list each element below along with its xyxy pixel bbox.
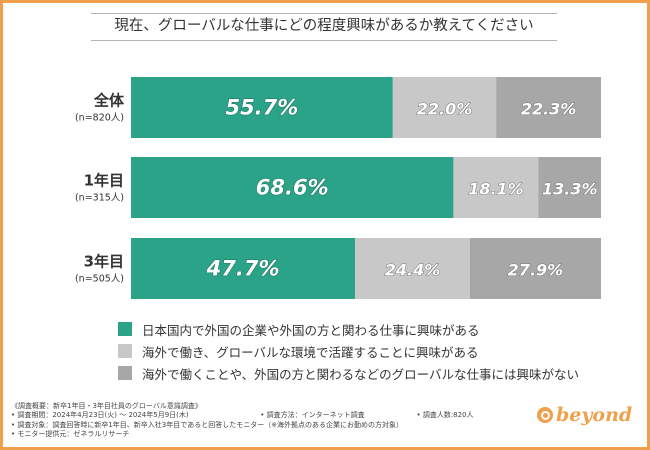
- bar-segment: [131, 157, 454, 218]
- note-count: • 調査人数:820人: [416, 411, 474, 420]
- bar-value-label: 22.0%: [417, 100, 473, 119]
- bar-segment: [355, 238, 470, 299]
- legend-label: 海外で働き、グローバルな環境で活躍することに興味がある: [142, 344, 479, 360]
- survey-notes: 《調査概要：新卒1年目・3年目社員のグローバル意識調査》 • 調査期間：2024…: [11, 402, 531, 439]
- category-n-label: (n=315人): [75, 193, 124, 204]
- bar-segment: [469, 238, 601, 299]
- bar-value-label: 22.3%: [521, 100, 577, 119]
- bar-segment: [131, 77, 393, 138]
- legend: 日本国内で外国の企業や外国の方と関わる仕事に興味がある 海外で働き、グローバルな…: [118, 318, 579, 384]
- title-rule-bottom: [91, 40, 557, 41]
- bar-segment: [131, 238, 356, 299]
- category-n-label: (n=820人): [75, 113, 124, 124]
- legend-label: 海外で働くことや、外国の方と関わるなどのグローバルな仕事には興味がない: [142, 366, 580, 382]
- legend-swatch: [118, 366, 132, 380]
- bar-segment: [496, 77, 601, 138]
- note-target: • 調査対象：調査回答時に新卒1年目、新卒入社3年目であると回答したモニター（※…: [11, 420, 404, 429]
- chart-title: 現在、グローバルな仕事にどの程度興味があるか教えてください: [114, 18, 534, 34]
- legend-item: 海外で働くことや、外国の方と関わるなどのグローバルな仕事には興味がない: [118, 362, 579, 384]
- bar-value-label: 27.9%: [508, 261, 564, 280]
- bar-segment: [538, 157, 601, 218]
- legend-swatch: [118, 322, 132, 336]
- bar-segment: [453, 157, 539, 218]
- bar-value-label: 47.7%: [206, 257, 280, 281]
- brand-logo: beyond: [537, 404, 632, 426]
- legend-swatch: [118, 344, 132, 358]
- brand-name: beyond: [556, 404, 633, 426]
- note-provider: • モニター提供元：ゼネラルリサーチ: [11, 429, 130, 438]
- legend-item: 海外で働き、グローバルな環境で活躍することに興味がある: [118, 340, 579, 362]
- bar-value-label: 55.7%: [225, 96, 298, 120]
- bar-value-label: 24.4%: [385, 261, 441, 280]
- bar-value-label: 68.6%: [256, 176, 329, 200]
- legend-label: 日本国内で外国の企業や外国の方と関わる仕事に興味がある: [142, 322, 480, 338]
- legend-item: 日本国内で外国の企業や外国の方と関わる仕事に興味がある: [118, 318, 579, 340]
- note-period: • 調査期間：2024年4月23日(火) ～ 2024年5月9日(木): [11, 411, 189, 420]
- category-n-label: (n=505人): [75, 274, 124, 285]
- title-rule-top: [91, 13, 557, 14]
- category-label: 3年目: [84, 253, 124, 271]
- note-row: • 調査期間：2024年4月23日(火) ～ 2024年5月9日(木) • 調査…: [11, 411, 531, 420]
- category-label: 全体: [93, 92, 125, 110]
- bar-segment: [392, 77, 497, 138]
- note-overview: 《調査概要：新卒1年目・3年目社員のグローバル意識調査》: [11, 402, 202, 410]
- category-label: 1年目: [84, 172, 124, 190]
- bar-value-label: 18.1%: [468, 180, 524, 199]
- stacked-bar-chart: 全体 (n=820人) 55.7% 22.0% 22.3% 1年目 (n=315人) 68.6…: [75, 77, 601, 299]
- note-method: • 調査方法：インターネット調査: [260, 411, 365, 420]
- bar-value-label: 13.3%: [542, 180, 598, 199]
- beyond-logo-icon: [537, 407, 553, 423]
